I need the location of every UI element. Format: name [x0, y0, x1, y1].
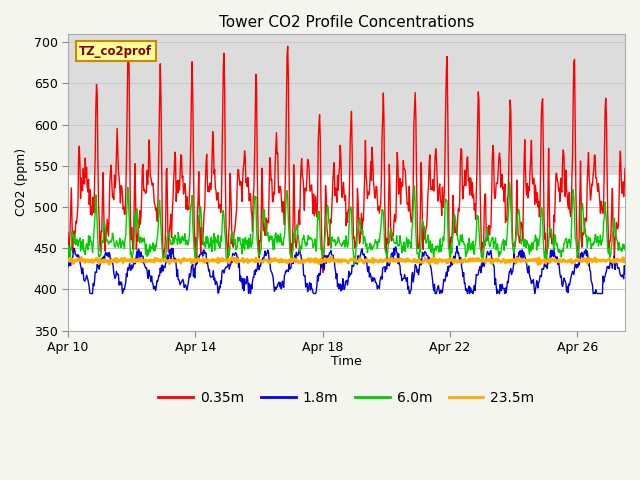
X-axis label: Time: Time — [331, 355, 362, 369]
Legend: 0.35m, 1.8m, 6.0m, 23.5m: 0.35m, 1.8m, 6.0m, 23.5m — [153, 385, 540, 410]
Y-axis label: CO2 (ppm): CO2 (ppm) — [15, 148, 28, 216]
Title: Tower CO2 Profile Concentrations: Tower CO2 Profile Concentrations — [219, 15, 474, 30]
Bar — [68, 34, 625, 174]
Text: TZ_co2prof: TZ_co2prof — [79, 45, 152, 58]
